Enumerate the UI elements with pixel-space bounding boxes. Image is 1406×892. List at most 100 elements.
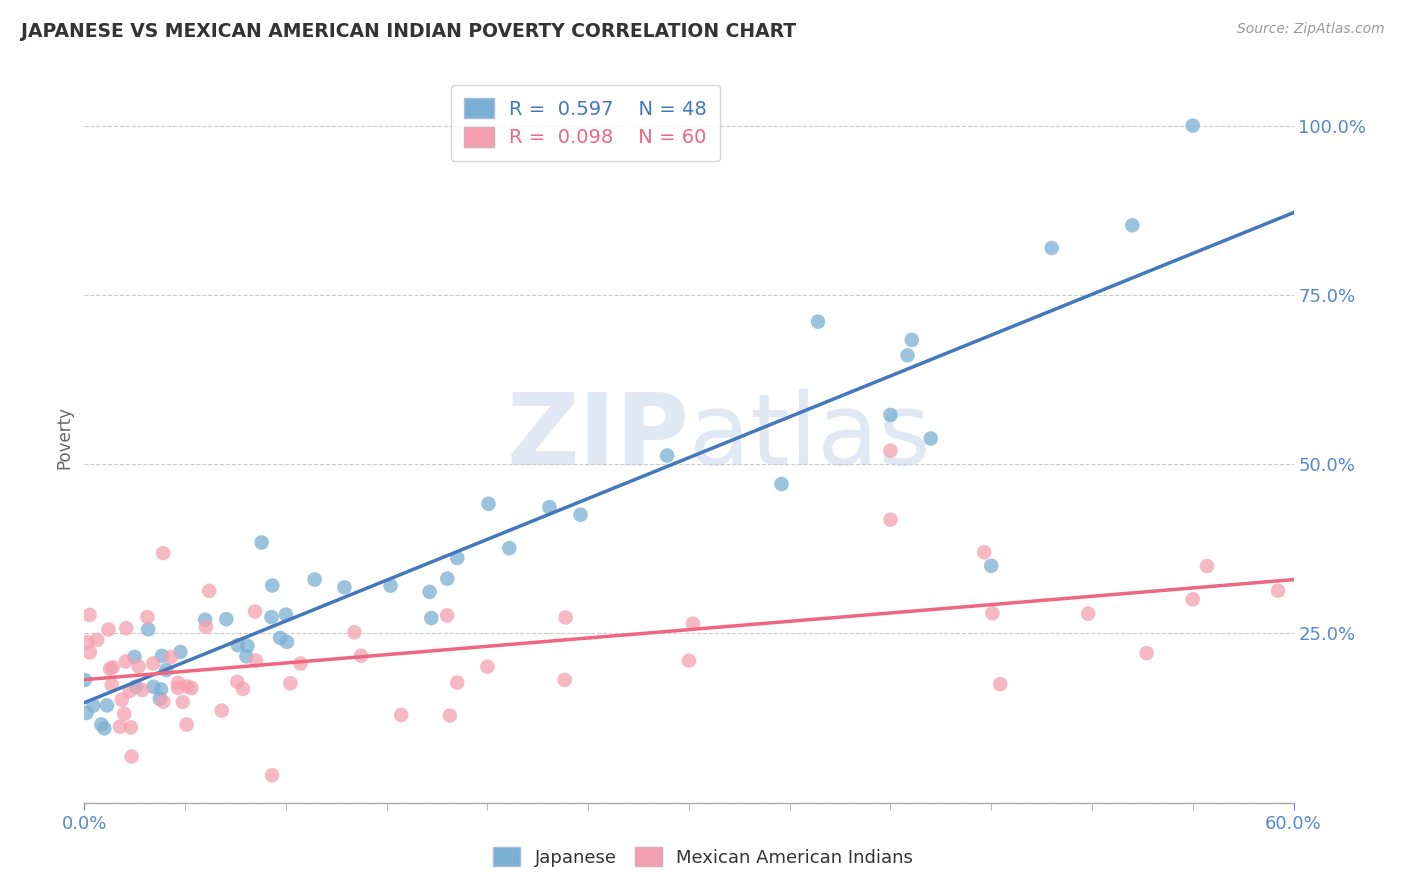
Point (1077, 607, 1099, 621)
Point (1181, 592, 1204, 607)
Text: JAPANESE VS MEXICAN AMERICAN INDIAN POVERTY CORRELATION CHART: JAPANESE VS MEXICAN AMERICAN INDIAN POVE… (21, 22, 796, 41)
Point (436, 572, 458, 586)
Point (879, 443, 901, 458)
Point (420, 611, 443, 625)
Point (226, 674, 249, 689)
Point (236, 639, 259, 653)
Point (290, 657, 312, 671)
Point (280, 676, 302, 690)
Point (879, 513, 901, 527)
Point (90, 717, 112, 731)
Text: atlas: atlas (689, 389, 931, 485)
Point (120, 720, 142, 734)
Point (276, 635, 298, 649)
Point (115, 621, 138, 635)
Point (569, 508, 592, 522)
Point (343, 625, 366, 640)
Point (96, 698, 118, 713)
Point (76, 635, 98, 649)
Point (770, 477, 793, 491)
Point (136, 623, 159, 637)
Text: Source: ZipAtlas.com: Source: ZipAtlas.com (1237, 22, 1385, 37)
Legend: R =  0.597    N = 48, R =  0.098    N = 60: R = 0.597 N = 48, R = 0.098 N = 60 (451, 85, 720, 161)
Point (112, 706, 135, 721)
Point (498, 541, 520, 555)
Point (1181, 119, 1204, 133)
Point (100, 678, 122, 692)
Point (128, 659, 150, 673)
Point (125, 680, 148, 694)
Point (973, 545, 995, 559)
Point (79, 607, 101, 622)
Point (176, 680, 198, 694)
Point (82, 698, 104, 713)
Point (198, 583, 221, 598)
Point (155, 663, 177, 677)
Text: ZIP: ZIP (506, 389, 689, 485)
Point (554, 610, 576, 624)
Point (118, 684, 141, 698)
Point (142, 657, 165, 671)
Point (245, 654, 267, 668)
Point (419, 585, 441, 599)
Point (194, 620, 217, 634)
Point (215, 612, 238, 626)
Point (380, 579, 402, 593)
Point (160, 650, 183, 665)
Point (1040, 241, 1063, 255)
Point (274, 607, 297, 622)
Point (807, 315, 830, 329)
Point (101, 660, 124, 674)
Point (1121, 219, 1143, 233)
Point (988, 677, 1011, 691)
Point (896, 348, 918, 362)
Point (538, 500, 561, 515)
Point (124, 649, 146, 664)
Point (260, 610, 283, 624)
Point (152, 695, 174, 709)
Point (250, 535, 273, 549)
Point (111, 692, 134, 706)
Point (136, 610, 159, 624)
Point (121, 749, 143, 764)
Point (477, 659, 499, 673)
Point (169, 645, 191, 659)
Point (167, 676, 190, 690)
Point (152, 546, 174, 560)
Point (150, 648, 173, 663)
Point (75, 706, 97, 720)
Point (108, 720, 131, 734)
Point (262, 578, 284, 592)
Point (678, 654, 700, 668)
Point (93, 722, 115, 736)
Point (262, 768, 284, 782)
Point (86, 632, 108, 647)
Point (79, 645, 101, 659)
Point (682, 616, 704, 631)
Point (150, 682, 173, 697)
Point (97, 623, 120, 637)
Point (436, 608, 458, 623)
Point (114, 654, 136, 668)
Point (980, 558, 1002, 573)
Point (981, 607, 1004, 621)
Point (194, 613, 217, 627)
Point (920, 432, 942, 446)
Point (655, 449, 678, 463)
Point (149, 692, 172, 706)
Point (439, 708, 461, 723)
Point (554, 673, 576, 687)
Point (98, 662, 121, 676)
Point (389, 708, 412, 723)
Y-axis label: Poverty: Poverty (55, 406, 73, 468)
Point (1267, 583, 1289, 598)
Point (176, 717, 198, 731)
Point (131, 683, 153, 698)
Point (477, 497, 499, 511)
Point (73, 673, 96, 687)
Point (304, 573, 326, 587)
Point (211, 704, 233, 718)
Point (269, 631, 291, 645)
Point (172, 695, 194, 709)
Legend: Japanese, Mexican American Indians: Japanese, Mexican American Indians (486, 840, 920, 874)
